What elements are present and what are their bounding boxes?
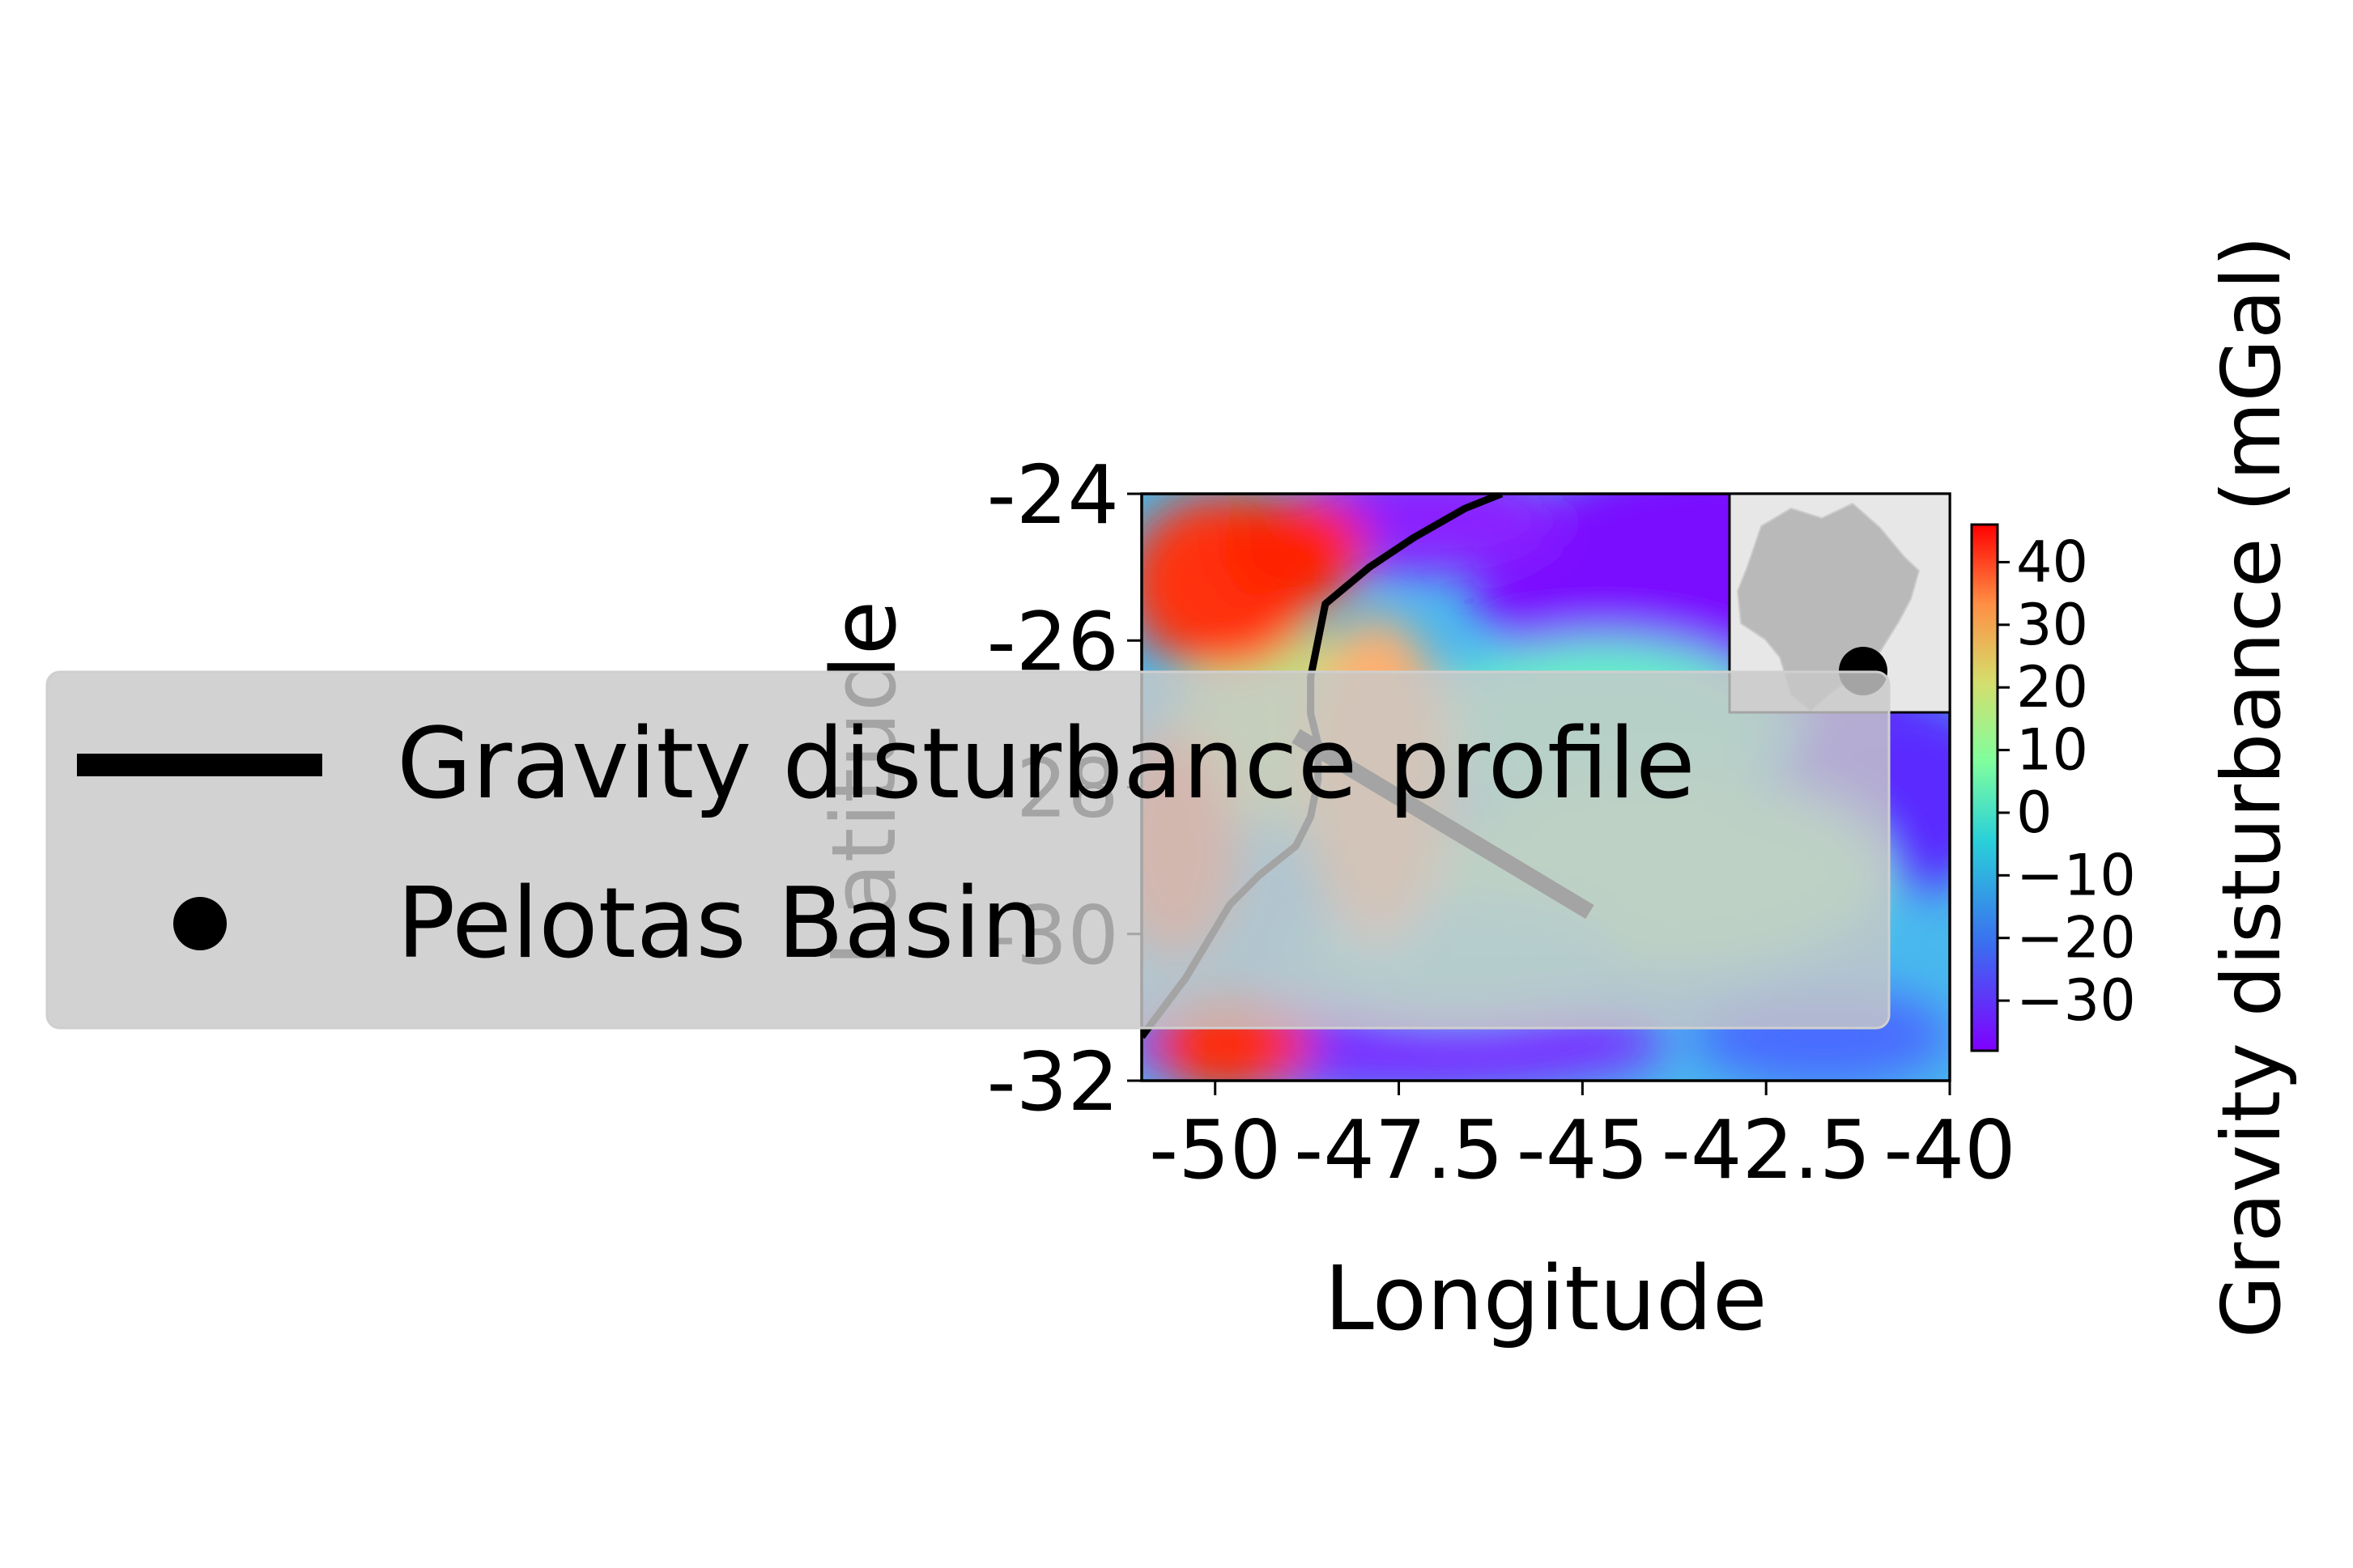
x-axis-ticks: -50 -47.5 -45 -42.5 -40 [1149,1081,2016,1197]
legend-entry-profile: Gravity disturbance profile [397,708,1696,821]
legend: Gravity disturbance profile Pelotas Basi… [45,670,1891,1030]
x-tick-label: -40 [1883,1103,2015,1197]
colorbar-tick-label: 30 [2016,592,2088,658]
colorbar-tick-label: −30 [2016,967,2136,1034]
x-axis-label: Longitude [1324,1247,1767,1350]
colorbar-tick-label: 40 [2016,529,2088,595]
colorbar-label: Gravity disturbance (mGal) [2204,236,2299,1339]
y-tick-label: -24 [987,448,1119,542]
x-tick-label: -45 [1517,1103,1649,1197]
x-tick-label: -42.5 [1662,1103,1871,1197]
x-tick-label: -50 [1149,1103,1281,1197]
legend-basin-swatch [173,897,227,950]
colorbar-tick-label: −20 [2016,905,2136,971]
y-tick-label: -32 [987,1035,1119,1129]
colorbar-tick-label: 10 [2016,717,2088,784]
legend-entry-basin: Pelotas Basin [397,868,1043,980]
colorbar-tick-label: 0 [2016,780,2053,846]
colorbar-tick-label: −10 [2016,842,2136,908]
x-tick-label: -47.5 [1294,1103,1504,1197]
colorbar-tick-label: 20 [2016,654,2088,720]
